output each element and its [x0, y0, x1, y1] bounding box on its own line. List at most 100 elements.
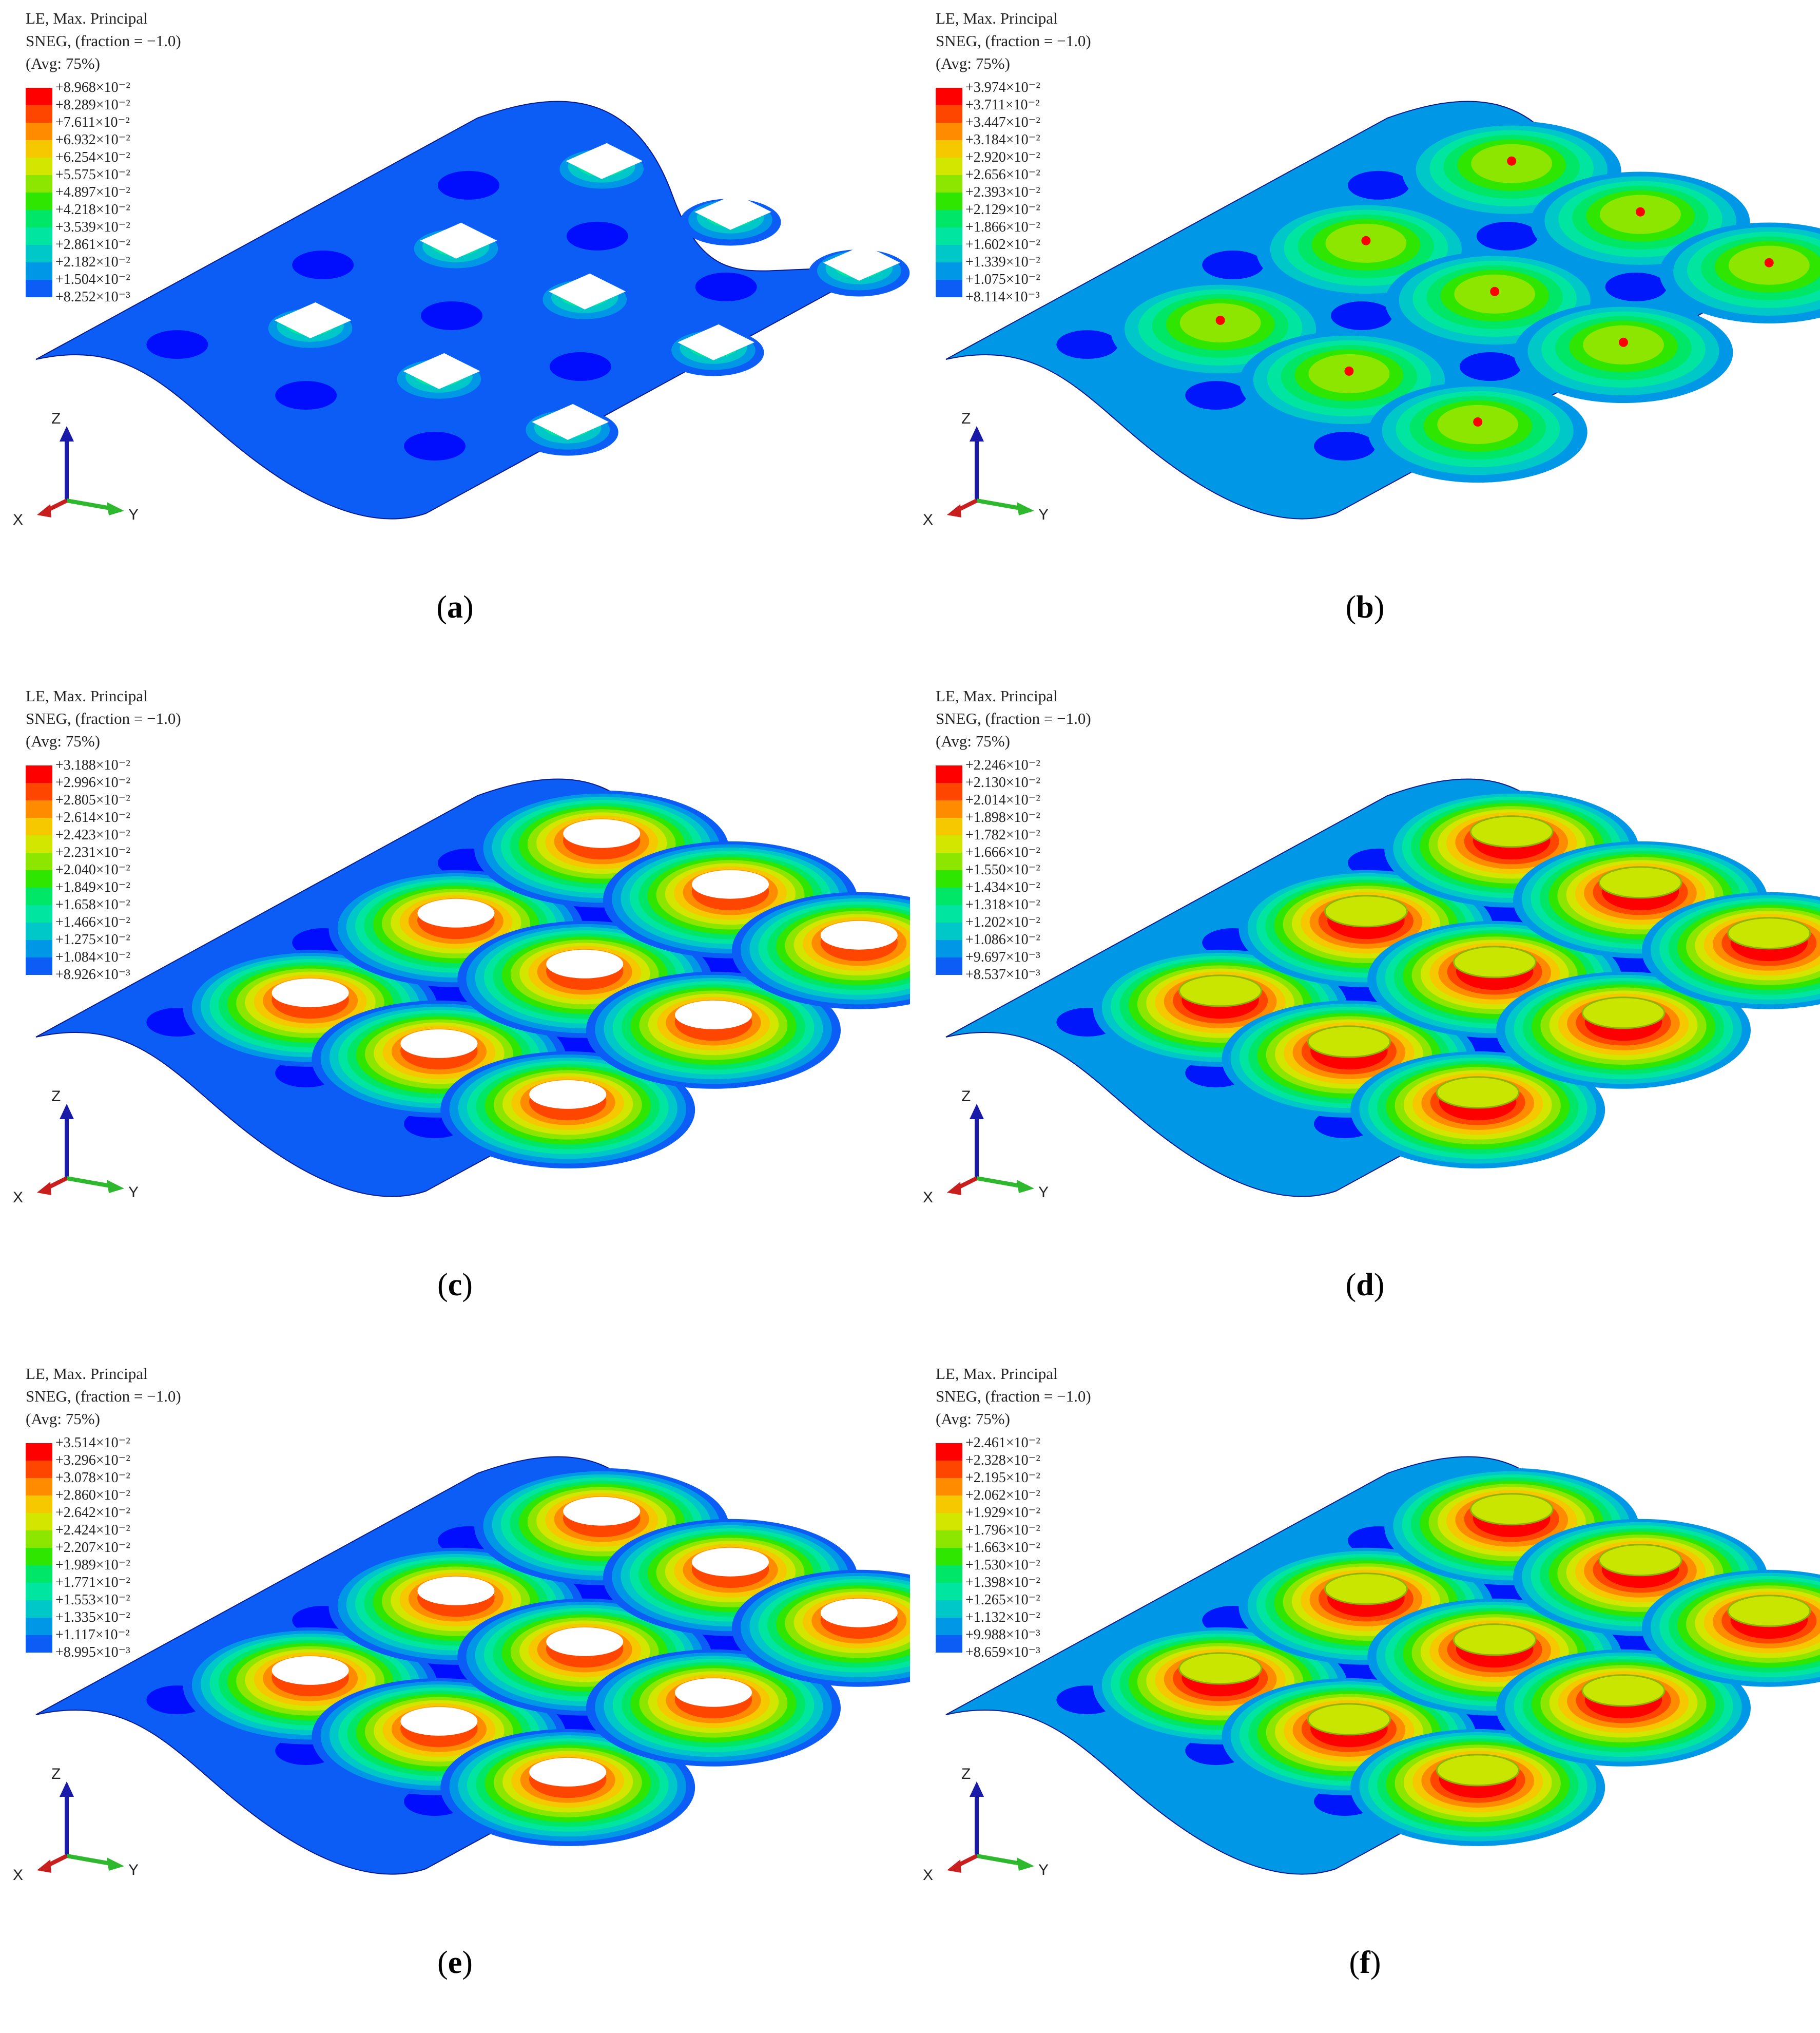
legend-swatch: [936, 1600, 962, 1618]
legend-swatch: [26, 1635, 52, 1653]
panel-a: LE, Max. Principal SNEG, (fraction = −1.0…: [0, 0, 910, 678]
legend-tick-label: +1.663×10⁻²: [965, 1540, 1040, 1556]
legend-swatch: [936, 1495, 962, 1513]
legend-swatch: [936, 123, 962, 140]
legend-swatch: [26, 835, 52, 853]
legend-swatch: [936, 1478, 962, 1495]
legend-swatch: [26, 210, 52, 227]
legend-swatch: [26, 1461, 52, 1478]
legend-tick-label: +1.866×10⁻²: [965, 219, 1040, 235]
legend-swatch: [26, 765, 52, 783]
legend-swatch: [26, 818, 52, 835]
legend-tick-label: +9.697×10⁻³: [965, 949, 1040, 965]
legend-swatch: [936, 923, 962, 940]
legend-tick-label: +2.920×10⁻²: [965, 149, 1040, 165]
low-strain-patch: [566, 221, 628, 251]
legend-swatch: [26, 853, 52, 870]
legend-tick-label: +1.318×10⁻²: [965, 897, 1040, 913]
legend-swatch: [26, 1478, 52, 1495]
legend-swatch: [936, 1583, 962, 1600]
bump: [312, 1000, 567, 1118]
legend-header-line: (Avg: 75%): [936, 732, 1010, 750]
z-axis-label: Z: [961, 1766, 971, 1782]
legend-tick-label: +3.514×10⁻²: [55, 1435, 130, 1451]
low-strain-patch: [1348, 170, 1409, 200]
low-strain-patch: [1185, 381, 1247, 410]
bump: [517, 404, 618, 456]
axes-triad: Z X Y: [13, 411, 139, 528]
x-axis-label: X: [13, 1867, 23, 1884]
legend-tick-label: +1.530×10⁻²: [965, 1557, 1040, 1573]
x-axis-label: X: [923, 1867, 933, 1884]
legend-header-line: SNEG, (fraction = −1.0): [936, 709, 1091, 727]
legend-tick-label: +1.929×10⁻²: [965, 1505, 1040, 1521]
legend-tick-label: +8.289×10⁻²: [55, 97, 130, 113]
legend-tick-label: +3.184×10⁻²: [965, 132, 1040, 148]
legend-tick-label: +2.860×10⁻²: [55, 1487, 130, 1503]
legend-tick-label: +3.447×10⁻²: [965, 114, 1040, 130]
legend-tick-label: +2.182×10⁻²: [55, 254, 130, 270]
legend-tick-label: +1.504×10⁻²: [55, 272, 130, 287]
contour-plot: [945, 778, 1820, 1197]
bump: [1659, 222, 1820, 323]
legend-tick-label: +1.550×10⁻²: [965, 862, 1040, 878]
bump: [1368, 381, 1587, 483]
low-strain-patch: [1314, 432, 1376, 461]
legend-tick-label: +1.339×10⁻²: [965, 254, 1040, 270]
x-axis-arrow: [947, 1182, 961, 1195]
legend-header-line: SNEG, (fraction = −1.0): [26, 709, 181, 727]
legend-swatch: [936, 175, 962, 193]
legend-tick-label: +1.202×10⁻²: [965, 914, 1040, 930]
low-strain-patch: [292, 251, 354, 279]
legend-tick-label: +1.086×10⁻²: [965, 932, 1040, 948]
legend-tick-label: +8.659×10⁻³: [965, 1644, 1040, 1660]
z-axis-label: Z: [961, 411, 971, 427]
x-axis-arrow: [947, 504, 961, 517]
legend-tick-label: +3.296×10⁻²: [55, 1452, 130, 1468]
z-axis-label: Z: [51, 1088, 61, 1105]
legend-tick-label: +2.656×10⁻²: [965, 167, 1040, 183]
legend-swatch: [936, 940, 962, 957]
legend-swatch: [26, 940, 52, 957]
legend-tick-label: +2.130×10⁻²: [965, 775, 1040, 791]
bump: [534, 273, 635, 325]
legend-tick-label: +1.335×10⁻²: [55, 1609, 130, 1625]
legend-header-line: (Avg: 75%): [26, 1410, 100, 1428]
contour-plot: [35, 778, 910, 1197]
z-axis-arrow: [970, 426, 984, 442]
legend-tick-label: +1.849×10⁻²: [55, 879, 130, 895]
legend-swatch: [936, 1530, 962, 1548]
legend-header-line: SNEG, (fraction = −1.0): [26, 1387, 181, 1405]
legend-swatch: [26, 1530, 52, 1548]
legend-header-line: LE, Max. Principal: [26, 9, 148, 27]
x-axis-arrow: [947, 1859, 961, 1873]
legend-tick-label: +1.132×10⁻²: [965, 1609, 1040, 1625]
y-axis-arrow: [1017, 502, 1034, 515]
bump: [440, 1729, 695, 1846]
y-axis-label: Y: [1038, 1862, 1049, 1878]
bump: [405, 222, 507, 275]
legend-colorbar: +3.188×10⁻² +2.996×10⁻² +2.805×10⁻² +2.614×…: [26, 757, 272, 983]
low-strain-patch: [1056, 330, 1118, 359]
legend-swatch: [936, 210, 962, 227]
legend-tick-label: +2.040×10⁻²: [55, 862, 130, 878]
panel-e: LE, Max. Principal SNEG, (fraction = −1.0…: [0, 1355, 910, 2033]
panel-f: LE, Max. Principal SNEG, (fraction = −1.0…: [910, 1355, 1820, 2033]
bump: [663, 324, 764, 376]
panel-c: LE, Max. Principal SNEG, (fraction = −1.0…: [0, 678, 910, 1355]
legend-swatch: [936, 1565, 962, 1583]
legend-tick-label: +2.861×10⁻²: [55, 237, 130, 253]
z-axis-label: Z: [51, 411, 61, 427]
contour-plot: [35, 101, 910, 520]
legend-swatch: [26, 175, 52, 193]
legend-swatch: [26, 227, 52, 245]
legend-header-line: (Avg: 75%): [26, 732, 100, 750]
legend-header-line: (Avg: 75%): [26, 54, 100, 72]
legend-tick-label: +1.782×10⁻²: [965, 827, 1040, 843]
legend-swatch: [26, 1443, 52, 1461]
legend-header-line: LE, Max. Principal: [26, 1365, 148, 1383]
legend-tick-label: +2.393×10⁻²: [965, 184, 1040, 200]
legend-tick-label: +2.996×10⁻²: [55, 775, 130, 791]
legend-tick-label: +1.666×10⁻²: [965, 845, 1040, 860]
legend-tick-label: +3.974×10⁻²: [965, 80, 1040, 95]
